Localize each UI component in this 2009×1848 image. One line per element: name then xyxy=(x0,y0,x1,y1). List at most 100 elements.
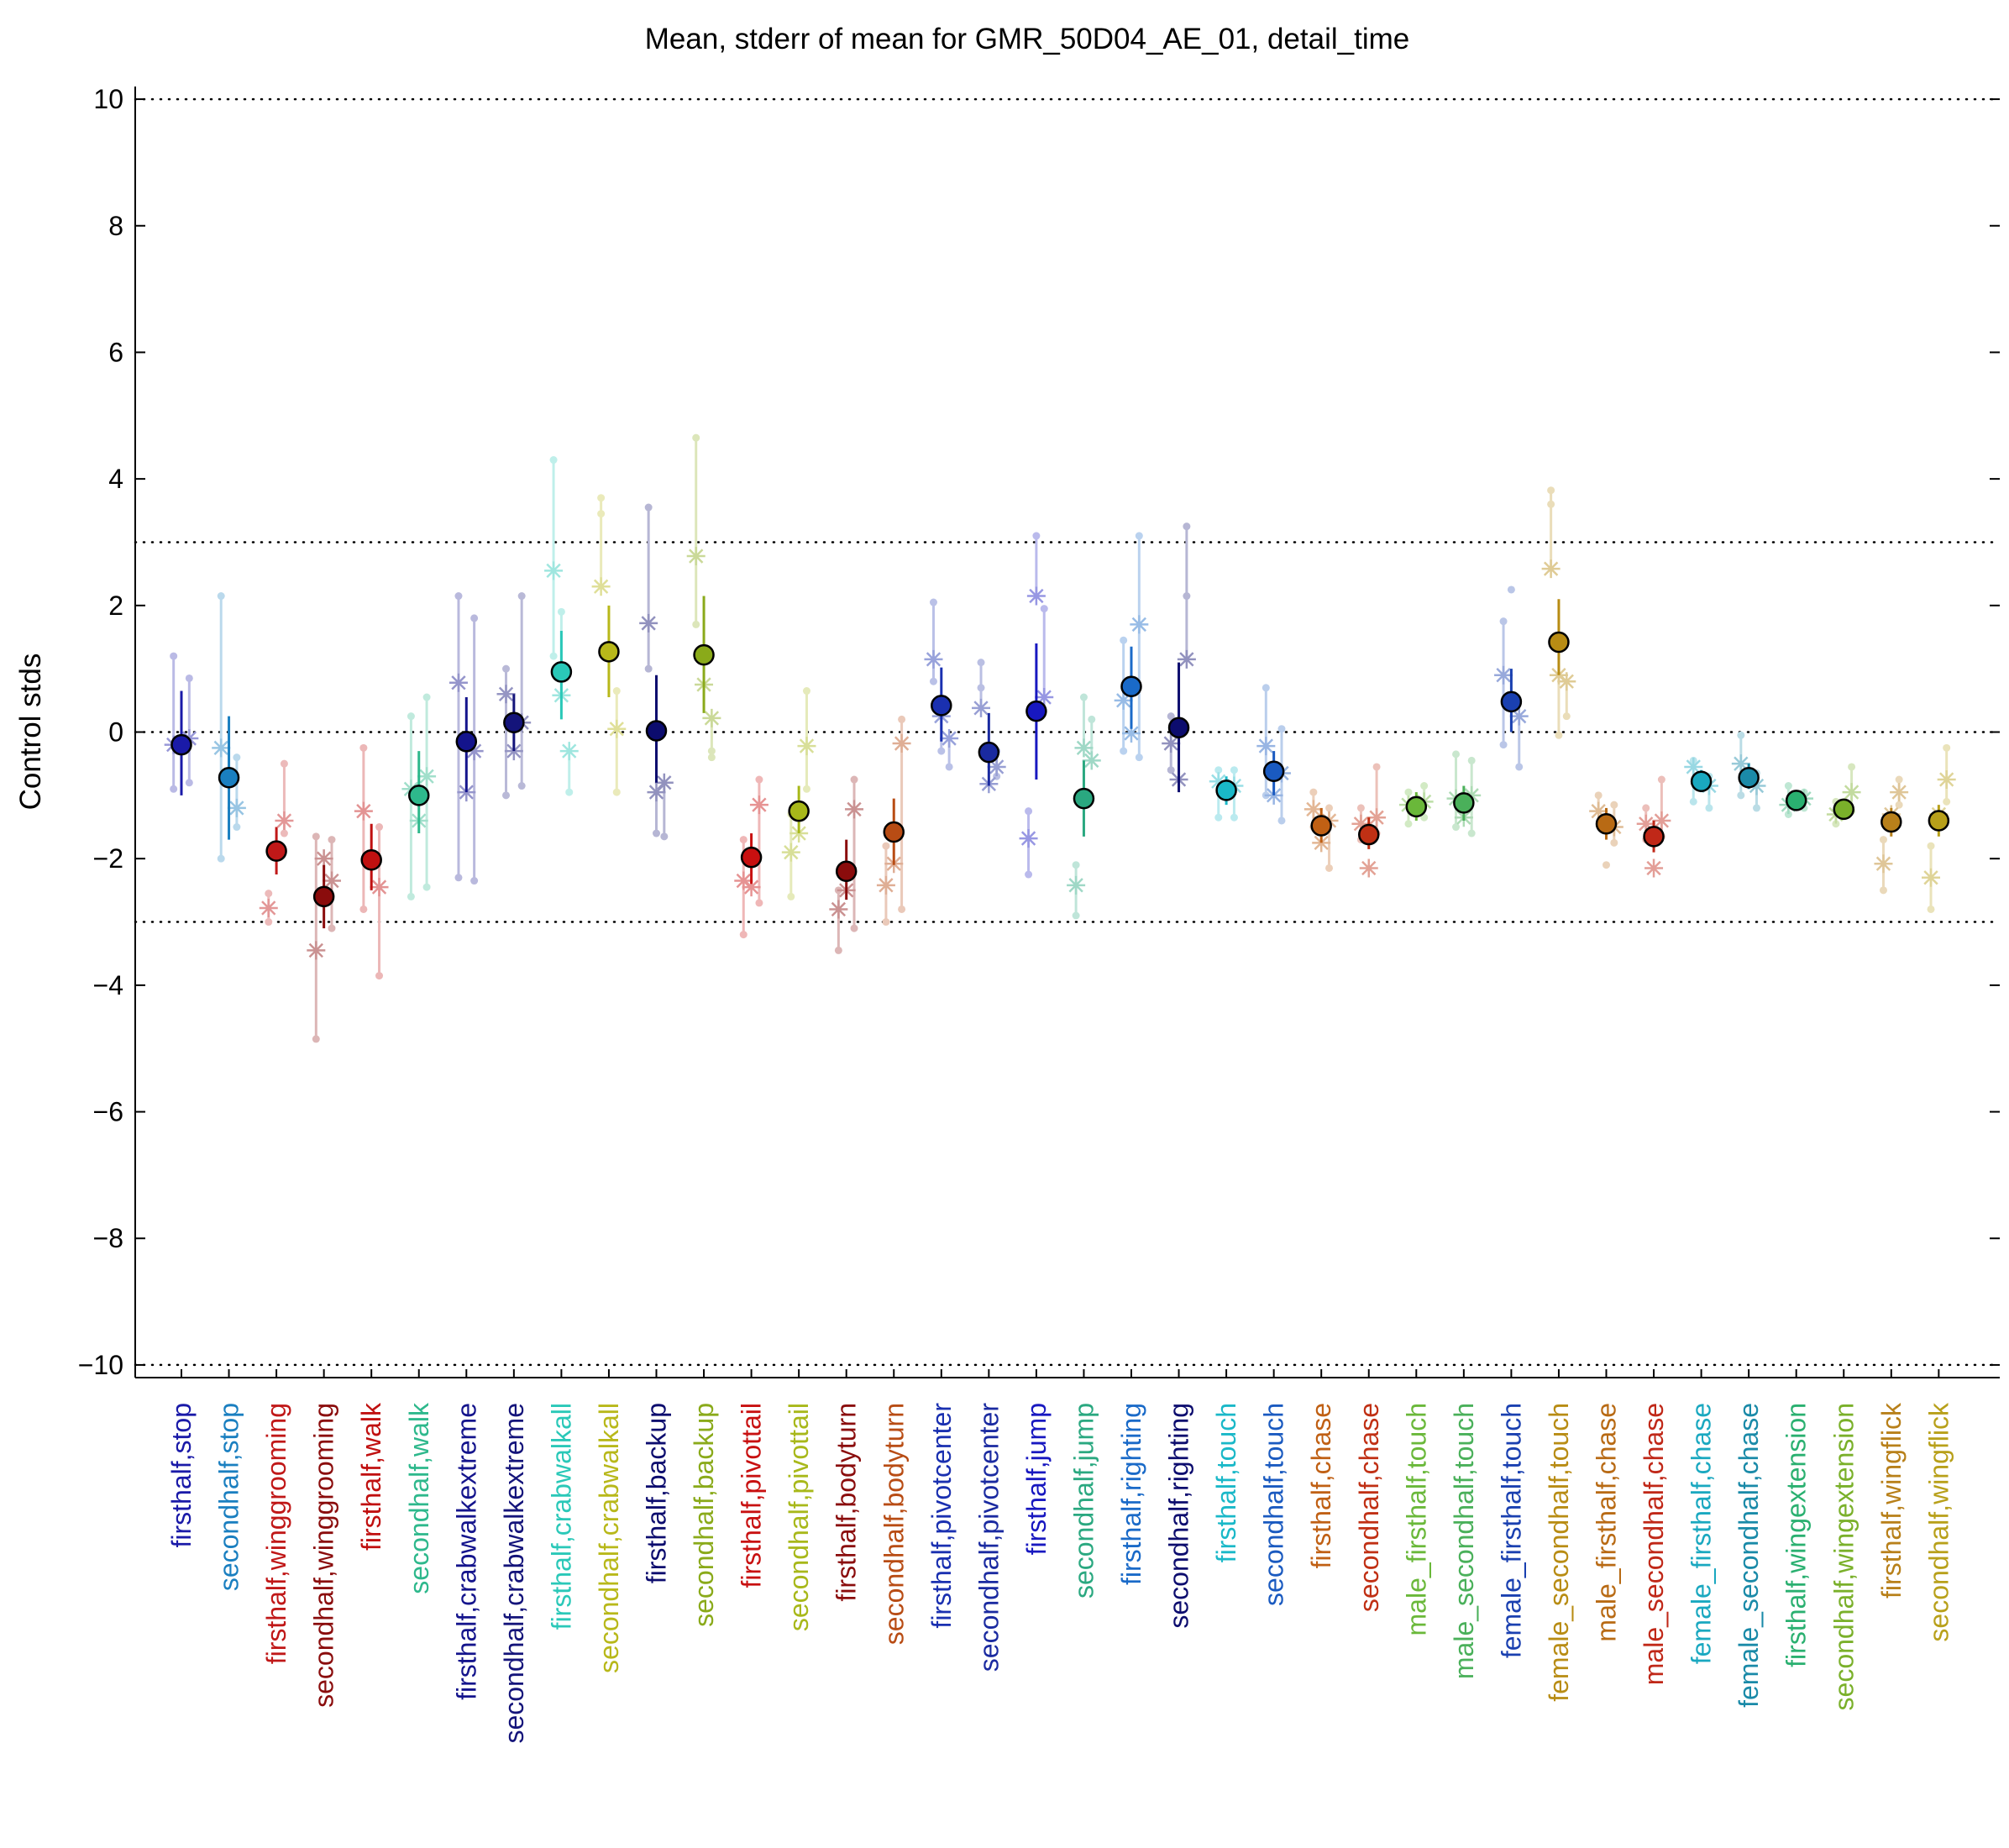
sample-star xyxy=(544,561,564,580)
x-category-label: firsthalf,jump xyxy=(1021,1403,1052,1555)
sample-point xyxy=(517,782,526,790)
sample-star xyxy=(1035,688,1054,707)
sample-point xyxy=(1879,836,1887,844)
sample-star xyxy=(1026,586,1046,606)
sample-point xyxy=(929,677,937,685)
sample-point xyxy=(1943,743,1951,752)
sample-point xyxy=(1420,782,1429,790)
sample-point xyxy=(1879,886,1887,895)
sample-point xyxy=(1025,870,1033,879)
y-axis-ticks: 10 8 6 4 2 0 −2 −4 −6 −8 −10 xyxy=(78,84,2000,1380)
sample-point xyxy=(217,592,225,601)
sample-point xyxy=(1737,731,1745,739)
x-category-label: secondhalf,crabwalkextreme xyxy=(499,1403,529,1744)
sample-star xyxy=(370,878,389,897)
sample-point xyxy=(1499,617,1508,626)
mean-point xyxy=(1262,760,1285,782)
mean-point xyxy=(550,661,573,683)
sample-star xyxy=(307,941,326,960)
sample-star xyxy=(1684,757,1703,776)
mean-point xyxy=(1500,690,1523,713)
sample-point xyxy=(1555,731,1563,739)
sample-point xyxy=(1452,823,1461,832)
mean-point xyxy=(978,741,1000,764)
sample-point xyxy=(802,785,810,793)
sample-point xyxy=(422,693,431,701)
mean-point xyxy=(1405,795,1428,818)
mean-point xyxy=(170,733,192,756)
mean-point xyxy=(1120,675,1142,698)
sample-star xyxy=(654,773,674,792)
sample-point xyxy=(1642,804,1650,812)
mean-point xyxy=(1548,631,1570,654)
sample-point xyxy=(557,607,565,616)
mean-point xyxy=(1643,826,1665,848)
x-category-label: female_firsthalf,touch xyxy=(1496,1403,1526,1658)
x-category-label: secondhalf,jump xyxy=(1068,1403,1099,1599)
y-tick-label: 0 xyxy=(108,717,123,748)
x-category-label: secondhalf,crabwalkall xyxy=(594,1403,624,1673)
sample-point xyxy=(1467,756,1476,764)
x-category-label: firsthalf,pivottail xyxy=(737,1403,767,1588)
sample-point xyxy=(787,892,795,900)
x-category-label: firsthalf,touch xyxy=(1211,1403,1241,1562)
sample-point xyxy=(265,890,273,898)
sample-point xyxy=(1752,804,1760,812)
sample-point xyxy=(1167,712,1175,721)
sample-star xyxy=(987,757,1006,776)
mean-point xyxy=(788,800,810,822)
plot-marks xyxy=(164,433,1956,1043)
sample-point xyxy=(1079,693,1088,701)
sample-point xyxy=(755,775,763,784)
sample-star xyxy=(940,729,959,748)
sample-point xyxy=(1072,911,1080,920)
sample-point xyxy=(612,788,621,796)
sample-star xyxy=(1367,808,1387,827)
y-tick-label: −2 xyxy=(93,843,123,874)
mean-point xyxy=(740,846,763,869)
mean-point xyxy=(360,848,382,871)
mean-point xyxy=(408,785,430,806)
category-group xyxy=(1684,756,1718,812)
sample-point xyxy=(1325,804,1334,812)
x-category-label: firsthalf,winggrooming xyxy=(261,1403,291,1664)
category-group xyxy=(212,592,246,863)
mean-point xyxy=(835,860,858,883)
sample-star xyxy=(1462,785,1482,805)
mean-point xyxy=(883,821,905,843)
sample-point xyxy=(644,664,653,673)
sample-point xyxy=(1848,763,1856,771)
x-category-label: secondhalf,righting xyxy=(1164,1403,1194,1629)
sample-point xyxy=(1214,813,1223,822)
sample-star xyxy=(559,742,579,761)
category-group xyxy=(686,433,721,762)
sample-star xyxy=(924,649,943,669)
category-group xyxy=(1874,775,1909,895)
sample-point xyxy=(1467,829,1476,837)
sample-star xyxy=(1874,854,1893,874)
category-group xyxy=(924,598,959,771)
sample-star xyxy=(1351,814,1371,833)
sample-star xyxy=(1509,706,1529,726)
category-group xyxy=(164,652,199,795)
y-tick-label: 4 xyxy=(108,464,123,494)
category-group xyxy=(354,743,389,980)
x-category-label: firsthalf,crabwalkextreme xyxy=(451,1403,481,1700)
sample-point xyxy=(470,614,479,622)
category-group xyxy=(1589,791,1623,869)
sample-point xyxy=(1277,816,1286,825)
sample-star xyxy=(1890,783,1909,802)
category-group xyxy=(401,693,437,900)
sample-star xyxy=(417,767,437,786)
sample-point xyxy=(1230,766,1238,774)
sample-point xyxy=(312,832,320,841)
x-category-label: secondhalf,touch xyxy=(1259,1403,1289,1606)
category-group xyxy=(259,759,294,927)
x-category-label: secondhalf,chase xyxy=(1354,1403,1384,1612)
sample-star xyxy=(1067,875,1086,895)
sample-star xyxy=(1256,737,1276,756)
sample-star xyxy=(1557,672,1576,691)
x-category-label: female_secondhalf,chase xyxy=(1734,1403,1764,1708)
sample-point xyxy=(1594,791,1602,800)
y-tick-label: 6 xyxy=(108,337,123,367)
